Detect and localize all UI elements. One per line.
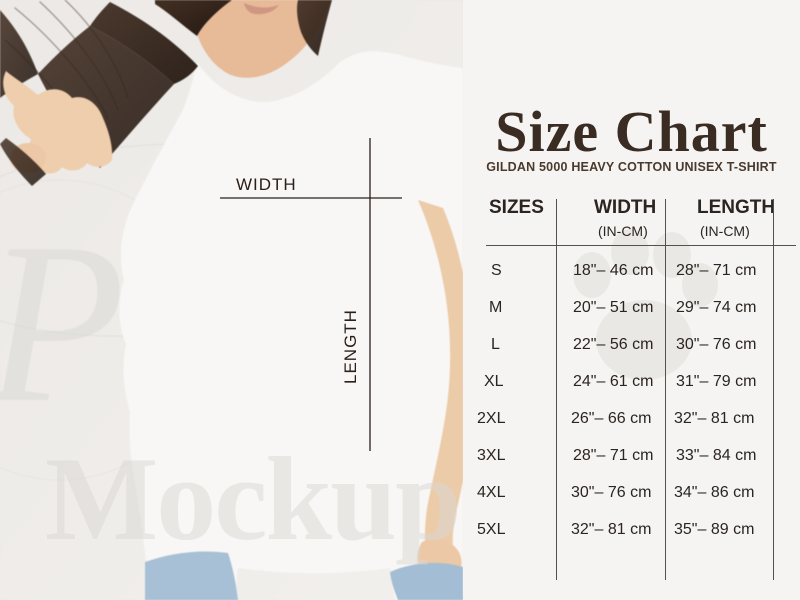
svg-text:WIDTH: WIDTH — [236, 175, 297, 194]
svg-text:LENGTH: LENGTH — [341, 309, 360, 384]
